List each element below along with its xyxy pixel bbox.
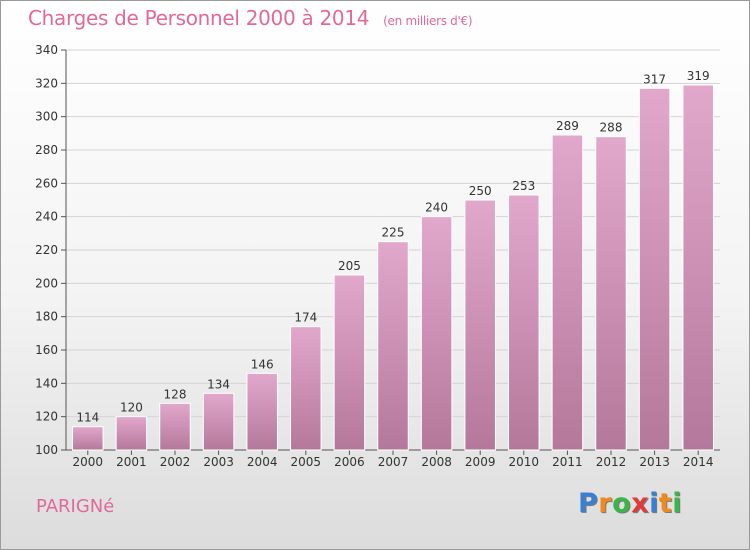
x-tick-label-2003: 2003 bbox=[203, 455, 234, 469]
bar-2011 bbox=[551, 134, 584, 451]
y-tick-label: 300 bbox=[35, 110, 58, 124]
chart-subtitle: (en milliers d'€) bbox=[383, 14, 473, 28]
x-tick-label-2004: 2004 bbox=[247, 455, 278, 469]
y-tick-label: 120 bbox=[35, 410, 58, 424]
x-tick-label-2009: 2009 bbox=[465, 455, 496, 469]
value-label-2010: 253 bbox=[512, 179, 535, 193]
logo-letter: i bbox=[649, 488, 659, 519]
bar-2002 bbox=[159, 402, 191, 451]
bar-2001 bbox=[115, 416, 148, 451]
value-label-2012: 288 bbox=[600, 121, 623, 135]
y-tick-label: 100 bbox=[35, 443, 58, 457]
x-tick-label-2012: 2012 bbox=[596, 455, 627, 469]
title-text: Charges de Personnel 2000 à 2014 bbox=[28, 6, 370, 30]
value-label-2006: 205 bbox=[338, 259, 361, 273]
value-label-2008: 240 bbox=[425, 201, 448, 215]
y-tick-label: 240 bbox=[35, 210, 58, 224]
y-tick-label: 280 bbox=[35, 143, 58, 157]
chart-title: Charges de Personnel 2000 à 2014 (en mill… bbox=[28, 6, 473, 30]
value-label-2013: 317 bbox=[643, 72, 666, 86]
bar-2000 bbox=[72, 426, 104, 451]
x-tick-label-2006: 2006 bbox=[334, 455, 365, 469]
y-tick-label: 220 bbox=[35, 243, 58, 257]
logo-letter: o bbox=[612, 488, 632, 519]
bar-2010 bbox=[508, 194, 540, 451]
x-tick-label-2001: 2001 bbox=[116, 455, 147, 469]
y-tick-label: 320 bbox=[35, 76, 58, 90]
bar-2009 bbox=[464, 199, 496, 451]
logo-letter: t bbox=[658, 488, 673, 519]
bar-2014 bbox=[682, 84, 714, 451]
bar-2004 bbox=[246, 372, 278, 451]
value-label-2002: 128 bbox=[164, 387, 187, 401]
value-label-2014: 319 bbox=[687, 69, 710, 83]
x-tick-label-2008: 2008 bbox=[421, 455, 452, 469]
value-label-2007: 225 bbox=[382, 226, 405, 240]
value-label-2000: 114 bbox=[76, 411, 99, 425]
logo-letter: x bbox=[631, 488, 650, 519]
value-label-2001: 120 bbox=[120, 401, 143, 415]
proxiti-logo[interactable]: Proxiti bbox=[578, 488, 682, 519]
value-label-2011: 289 bbox=[556, 119, 579, 133]
x-tick-label-2011: 2011 bbox=[552, 455, 583, 469]
y-tick-label: 180 bbox=[35, 310, 58, 324]
logo-letter: r bbox=[598, 488, 613, 519]
y-tick-label: 140 bbox=[35, 376, 58, 390]
town-name: PARIGNé bbox=[36, 496, 115, 517]
x-tick-label-2005: 2005 bbox=[291, 455, 322, 469]
x-tick-label-2000: 2000 bbox=[73, 455, 104, 469]
value-label-2003: 134 bbox=[207, 377, 230, 391]
y-tick-label: 200 bbox=[35, 276, 58, 290]
x-tick-label-2013: 2013 bbox=[639, 455, 670, 469]
y-tick-label: 340 bbox=[35, 43, 58, 57]
value-label-2005: 174 bbox=[294, 311, 317, 325]
x-tick-label-2002: 2002 bbox=[160, 455, 191, 469]
bars: 114 120 128 134 146 174 205 225 240 250 253 289 288 3… bbox=[72, 69, 714, 451]
y-tick-label: 260 bbox=[35, 176, 58, 190]
value-label-2009: 250 bbox=[469, 184, 492, 198]
bar-2012 bbox=[595, 136, 627, 451]
value-label-2004: 146 bbox=[251, 357, 274, 371]
logo-letter: P bbox=[578, 488, 599, 519]
x-tick-label-2010: 2010 bbox=[509, 455, 540, 469]
logo-letter: i bbox=[672, 488, 683, 519]
x-tick-label-2007: 2007 bbox=[378, 455, 409, 469]
x-tick-label-2014: 2014 bbox=[683, 455, 714, 469]
bar-2008 bbox=[420, 216, 453, 451]
bar-2005 bbox=[290, 326, 322, 451]
bar-2006 bbox=[333, 274, 366, 451]
bar-2007 bbox=[377, 241, 409, 451]
y-tick-label: 160 bbox=[35, 343, 58, 357]
bar-2003 bbox=[202, 392, 235, 451]
bar-2013 bbox=[638, 87, 671, 451]
axes: 100 120 140 160 180 200 220 240 260 280 300 320 340 2… bbox=[35, 43, 720, 469]
